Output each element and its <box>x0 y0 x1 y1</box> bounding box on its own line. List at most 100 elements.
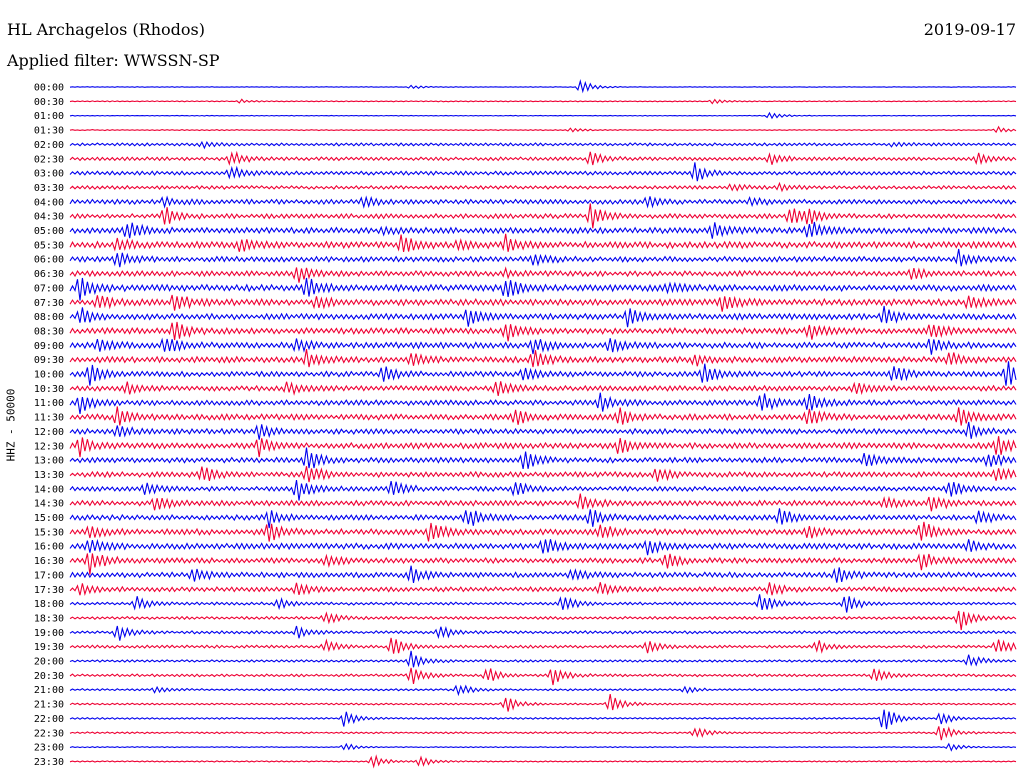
time-label: 16:00 <box>34 542 64 553</box>
time-labels: 00:00 00:30 01:00 01:30 02:00 02:30 03:00 03:30… <box>34 83 64 768</box>
time-label: 01:30 <box>34 126 64 137</box>
trace-row-1730 <box>69 582 1017 597</box>
time-label: 06:00 <box>34 255 64 266</box>
trace-row-1430 <box>69 493 1017 512</box>
trace-row-1000 <box>69 361 1017 386</box>
trace-row-0900 <box>69 337 1017 355</box>
trace-row-1330 <box>69 466 1017 483</box>
trace-row-2130 <box>69 694 1017 712</box>
trace-row-1900 <box>69 625 1017 641</box>
time-label: 00:30 <box>34 97 64 108</box>
trace-row-0930 <box>69 349 1017 368</box>
trace-row-0500 <box>69 221 1017 239</box>
trace-row-1830 <box>69 610 1017 631</box>
trace-row-1800 <box>69 594 1017 613</box>
trace-row-0630 <box>69 266 1017 283</box>
time-label: 05:00 <box>34 226 64 237</box>
trace-row-1200 <box>69 421 1017 440</box>
time-label: 23:00 <box>34 743 64 754</box>
time-label: 23:30 <box>34 757 64 768</box>
time-label: 21:00 <box>34 685 64 696</box>
trace-row-0400 <box>69 195 1017 209</box>
trace-row-1530 <box>69 521 1017 542</box>
trace-row-2100 <box>69 684 1017 697</box>
time-label: 17:30 <box>34 585 64 596</box>
trace-row-0800 <box>69 305 1017 328</box>
time-label: 15:30 <box>34 527 64 538</box>
trace-row-1130 <box>69 406 1017 426</box>
time-label: 03:00 <box>34 169 64 180</box>
time-label: 15:00 <box>34 513 64 524</box>
trace-row-2030 <box>69 667 1017 686</box>
trace-row-1600 <box>69 538 1017 556</box>
time-label: 11:30 <box>34 413 64 424</box>
trace-row-1500 <box>69 508 1017 529</box>
time-label: 08:00 <box>34 312 64 323</box>
date-label: 2019-09-17 <box>923 20 1016 39</box>
trace-row-0130 <box>69 125 1017 134</box>
trace-row-0530 <box>69 233 1017 252</box>
time-label: 05:30 <box>34 240 64 251</box>
time-label: 17:00 <box>34 570 64 581</box>
time-label: 00:00 <box>34 83 64 94</box>
filter-label: Applied filter: WWSSN-SP <box>7 51 220 70</box>
time-label: 21:30 <box>34 700 64 711</box>
trace-row-1030 <box>69 381 1017 396</box>
time-label: 04:00 <box>34 197 64 208</box>
trace-row-0000 <box>69 79 1017 94</box>
trace-row-1100 <box>69 392 1017 414</box>
time-label: 11:00 <box>34 398 64 409</box>
trace-row-2330 <box>69 754 1017 769</box>
trace-row-1930 <box>69 637 1017 654</box>
trace-row-1400 <box>69 480 1017 501</box>
trace-row-0700 <box>69 277 1017 301</box>
time-label: 09:00 <box>34 341 64 352</box>
time-label: 12:00 <box>34 427 64 438</box>
time-label: 12:30 <box>34 441 64 452</box>
trace-row-0030 <box>69 98 1017 105</box>
time-label: 03:30 <box>34 183 64 194</box>
trace-row-2230 <box>69 726 1017 741</box>
time-label: 09:30 <box>34 355 64 366</box>
time-label: 10:30 <box>34 384 64 395</box>
time-label: 08:30 <box>34 326 64 337</box>
trace-row-2000 <box>69 650 1017 668</box>
trace-row-0300 <box>69 162 1017 182</box>
time-label: 14:30 <box>34 499 64 510</box>
trace-row-0730 <box>69 294 1017 312</box>
time-label: 19:00 <box>34 628 64 639</box>
time-label: 16:30 <box>34 556 64 567</box>
trace-row-1700 <box>69 565 1017 584</box>
trace-row-0100 <box>69 111 1017 120</box>
trace-row-0200 <box>69 140 1017 150</box>
time-label: 22:30 <box>34 728 64 739</box>
trace-row-1630 <box>69 553 1017 575</box>
trace-row-2300 <box>69 742 1017 752</box>
time-label: 13:00 <box>34 456 64 467</box>
time-label: 13:30 <box>34 470 64 481</box>
time-label: 18:00 <box>34 599 64 610</box>
time-label: 07:30 <box>34 298 64 309</box>
trace-row-0600 <box>69 248 1017 268</box>
station-title: HL Archagelos (Rhodos) <box>7 20 205 39</box>
time-label: 20:30 <box>34 671 64 682</box>
time-label: 18:30 <box>34 613 64 624</box>
time-label: 07:00 <box>34 283 64 294</box>
seismic-traces <box>69 79 1017 769</box>
trace-row-1230 <box>69 436 1017 458</box>
time-label: 22:00 <box>34 714 64 725</box>
trace-row-0230 <box>69 150 1017 166</box>
time-label: 14:00 <box>34 484 64 495</box>
time-label: 02:30 <box>34 154 64 165</box>
time-label: 19:30 <box>34 642 64 653</box>
time-label: 01:00 <box>34 111 64 122</box>
trace-row-0830 <box>69 321 1017 342</box>
trace-row-2200 <box>69 709 1017 730</box>
time-label: 10:00 <box>34 370 64 381</box>
trace-row-0430 <box>69 203 1017 229</box>
time-label: 06:30 <box>34 269 64 280</box>
trace-row-1300 <box>69 447 1017 470</box>
time-label: 04:30 <box>34 212 64 223</box>
time-label: 02:00 <box>34 140 64 151</box>
